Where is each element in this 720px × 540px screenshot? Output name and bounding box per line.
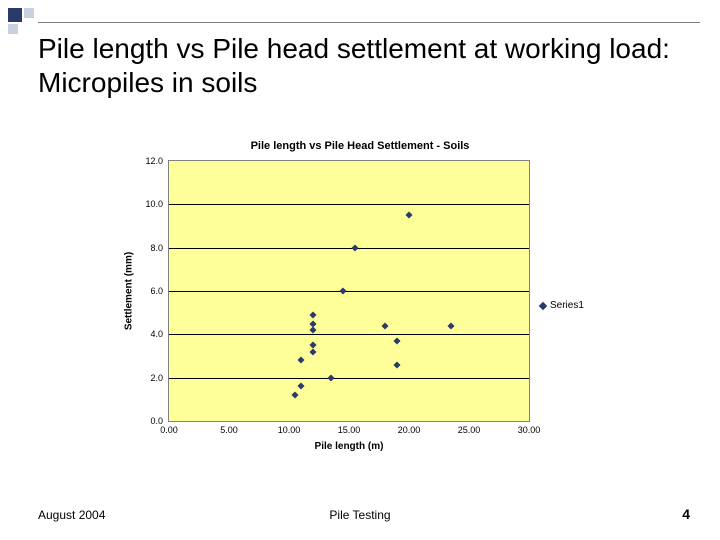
y-axis-label: Settlement (mm) [124,252,135,330]
data-point [309,320,316,327]
data-point [393,361,400,368]
legend-marker-icon [539,301,547,309]
gridline [169,204,529,205]
x-tick-label: 30.00 [518,425,541,435]
page-number: 4 [682,506,690,522]
data-point [393,337,400,344]
header-rule [38,22,700,23]
data-point [297,357,304,364]
data-point [405,212,412,219]
plot-area: Settlement (mm) Pile length (m) 0.02.04.… [168,160,530,422]
legend-label: Series1 [550,300,584,311]
chart-title: Pile length vs Pile Head Settlement - So… [120,140,600,152]
data-point [309,311,316,318]
x-axis-label: Pile length (m) [315,441,384,452]
y-tick-label: 6.0 [150,286,163,296]
x-tick-label: 0.00 [160,425,178,435]
y-tick-label: 8.0 [150,243,163,253]
footer-date: August 2004 [38,508,105,522]
x-tick-label: 25.00 [458,425,481,435]
data-point [309,348,316,355]
gridline [169,291,529,292]
data-point [291,391,298,398]
slide-title: Pile length vs Pile head settlement at w… [38,32,700,99]
chart-container: Pile length vs Pile Head Settlement - So… [120,140,600,470]
y-tick-label: 4.0 [150,329,163,339]
gridline [169,248,529,249]
footer-title: Pile Testing [329,508,390,522]
data-point [309,342,316,349]
data-point [339,287,346,294]
x-tick-label: 5.00 [220,425,238,435]
x-tick-label: 15.00 [338,425,361,435]
y-tick-label: 12.0 [145,156,163,166]
data-point [351,244,358,251]
data-point [297,383,304,390]
x-tick-label: 10.00 [278,425,301,435]
y-tick-label: 2.0 [150,373,163,383]
x-tick-label: 20.00 [398,425,421,435]
data-point [381,322,388,329]
gridline [169,378,529,379]
slide-bullet-decor [8,8,36,36]
gridline [169,334,529,335]
data-point [327,374,334,381]
legend: Series1 [540,300,584,311]
data-point [447,322,454,329]
y-tick-label: 10.0 [145,199,163,209]
